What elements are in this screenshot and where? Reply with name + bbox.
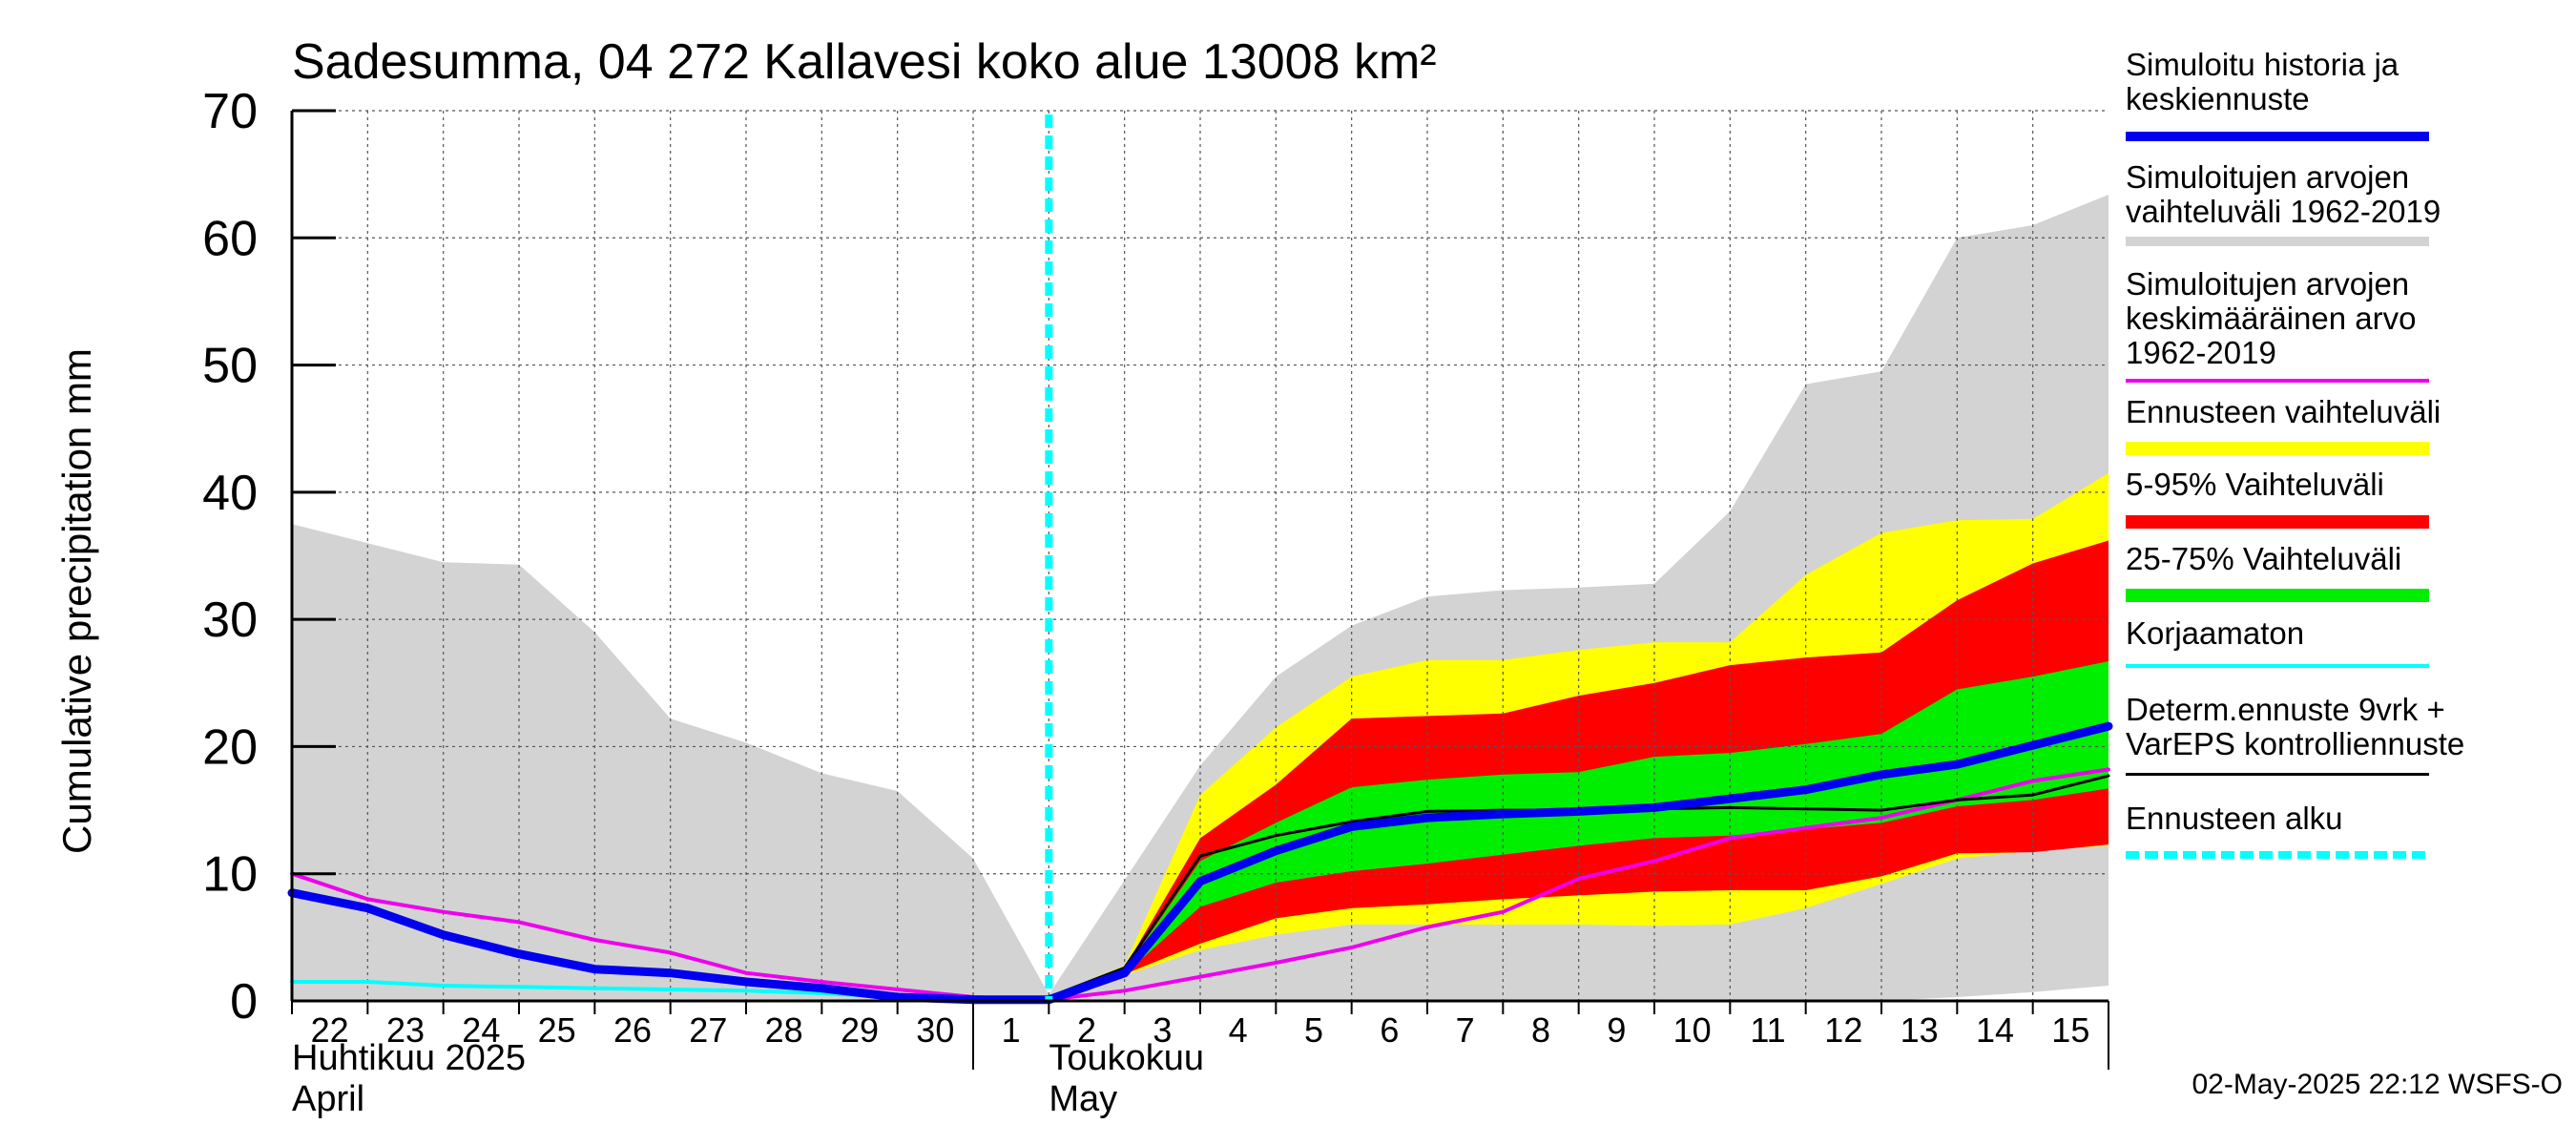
legend-label: 5-95% Vaihteluväli (2126, 467, 2384, 502)
x-tick-label: 23 (386, 1010, 425, 1050)
x-tick-label: 26 (613, 1010, 652, 1050)
band-ff0000 (1049, 540, 2109, 997)
legend-item-25-75: 25-75% Vaihteluväli (2126, 542, 2565, 616)
x-tick-label: 12 (1824, 1010, 1862, 1050)
y-tick-label: 70 (202, 84, 258, 139)
month-label-fi: Huhtikuu 2025 (292, 1038, 526, 1078)
y-tick-label: 40 (202, 466, 258, 521)
x-tick-label: 6 (1380, 1010, 1399, 1050)
x-tick-label: 3 (1153, 1010, 1172, 1050)
chart-title: Sadesumma, 04 272 Kallavesi koko alue 13… (292, 34, 1437, 90)
legend-item-uncorrected: Korjaamaton (2126, 616, 2565, 693)
month-label-en: May (1049, 1079, 1117, 1119)
x-tick-label: 7 (1456, 1010, 1475, 1050)
legend-swatch-magenta (2126, 379, 2429, 383)
legend-item-sim-mean: Simuloitujen arvojen keskimääräinen arvo… (2126, 267, 2565, 385)
legend-item-history-mean: Simuloitu historia ja keskiennuste (2126, 48, 2565, 141)
y-tick-label: 60 (202, 211, 258, 266)
x-tick-label: 5 (1304, 1010, 1323, 1050)
x-tick-label: 29 (841, 1010, 879, 1050)
y-tick-label: 50 (202, 339, 258, 394)
legend-label: Simuloitujen arvojen vaihteluväli 1962-2… (2126, 159, 2441, 229)
legend-swatch-gray (2126, 237, 2429, 246)
legend-swatch-green (2126, 589, 2429, 602)
series-line-ee00ee (290, 767, 2110, 1002)
legend-label: Simuloitu historia ja keskiennuste (2126, 47, 2399, 116)
x-tick-label: 24 (462, 1010, 500, 1050)
legend-label: Ennusteen alku (2126, 801, 2343, 836)
series-line-0000ee (287, 721, 2113, 1005)
y-tick-label: 30 (202, 593, 258, 648)
y-axis-label: Cumulative precipitation mm (54, 348, 99, 854)
x-tick-label: 8 (1531, 1010, 1550, 1050)
series-lines (287, 114, 2113, 1005)
legend-item-forecast-start: Ennusteen alku (2126, 802, 2565, 859)
x-tick-label: 25 (538, 1010, 576, 1050)
x-tick-label: 27 (689, 1010, 727, 1050)
legend-swatch-yellow (2126, 442, 2429, 455)
legend-swatch-cyan (2126, 664, 2429, 668)
x-tick-label: 2 (1077, 1010, 1096, 1050)
x-tick-label: 28 (765, 1010, 803, 1050)
legend-swatch-blue (2126, 132, 2429, 141)
legend-label: Determ.ennuste 9vrk + VarEPS kontrollien… (2126, 692, 2465, 761)
legend-label: Ennusteen vaihteluväli (2126, 394, 2441, 429)
axes (290, 109, 2109, 1070)
x-tick-label: 14 (1976, 1010, 2014, 1050)
x-tick-label: 9 (1607, 1010, 1626, 1050)
legend-item-5-95: 5-95% Vaihteluväli (2126, 468, 2565, 542)
x-tick-label: 15 (2051, 1010, 2089, 1050)
legend-swatch-black (2126, 773, 2429, 776)
legend-label: 25-75% Vaihteluväli (2126, 541, 2402, 576)
legend-label: Korjaamaton (2126, 615, 2305, 651)
y-tick-label: 20 (202, 719, 258, 775)
y-tick-label: 0 (230, 974, 258, 1030)
x-tick-label: 11 (1750, 1010, 1785, 1050)
x-tick-label: 4 (1229, 1010, 1248, 1050)
footer-timestamp: 02-May-2025 22:12 WSFS-O (2192, 1069, 2564, 1100)
x-tick-label: 1 (1002, 1010, 1021, 1050)
y-tick-label: 10 (202, 847, 258, 903)
legend-label: Simuloitujen arvojen keskimääräinen arvo… (2126, 266, 2417, 370)
band-00ee00 (1049, 661, 2109, 997)
month-label-fi: Toukokuu (1049, 1038, 1204, 1078)
x-tick-label: 22 (311, 1010, 349, 1050)
legend-item-forecast-range: Ennusteen vaihteluväli (2126, 395, 2565, 464)
legend-item-determ-forecast: Determ.ennuste 9vrk + VarEPS kontrollien… (2126, 693, 2565, 800)
x-tick-label: 10 (1673, 1010, 1712, 1050)
legend-swatch-red (2126, 515, 2429, 529)
month-label-en: April (292, 1079, 364, 1119)
legend-swatch-cyan-dashed (2126, 851, 2429, 859)
x-tick-label: 30 (916, 1010, 954, 1050)
legend-item-sim-range: Simuloitujen arvojen vaihteluväli 1962-2… (2126, 160, 2565, 267)
legend: Simuloitu historia ja keskiennuste Simul… (2126, 48, 2565, 859)
x-tick-label: 13 (1901, 1010, 1939, 1050)
